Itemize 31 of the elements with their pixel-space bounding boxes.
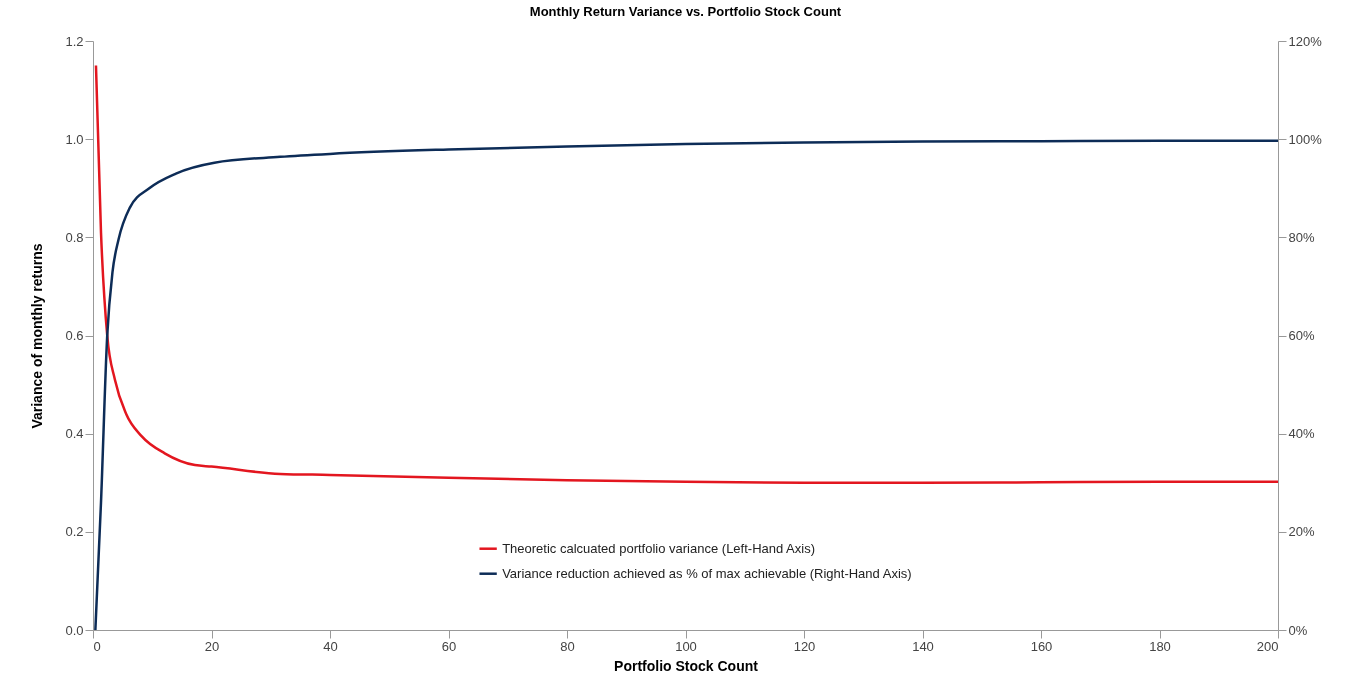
y-tick-label: 0.8 [65,229,84,245]
y-tick-label: 0.4 [65,426,84,442]
x-tick-label: 160 [1030,638,1053,654]
x-tick-label: 20 [204,638,220,654]
y-axis-title: Variance of monthly returns [29,243,46,429]
legend-label: Theoretic calcuated portfolio variance (Left-Hand Axis) [502,540,816,556]
x-tick-label: 0 [93,638,101,654]
x-tick-label: 180 [1149,638,1171,654]
y2-tick-label: 60% [1288,328,1315,343]
x-tick-label: 80 [560,638,575,654]
x-tick-label: 120 [793,638,816,654]
y-tick-label: 0.0 [65,622,84,638]
legend-label: Variance reduction achieved as % of max achievable (Right-Hand Axis) [502,565,912,581]
y2-tick-label: 40% [1288,426,1315,442]
y-tick-label: 1.2 [65,33,84,49]
x-tick-label: 40 [323,638,338,654]
y-tick-label: 0.2 [65,524,84,540]
x-tick-label: 200 [1256,638,1279,654]
x-tick-label: 100 [675,638,697,654]
y-tick-label: 0.6 [65,328,84,343]
x-tick-label: 140 [912,638,934,654]
y2-tick-label: 80% [1288,229,1315,245]
y2-tick-label: 20% [1288,524,1315,540]
chart-title: Monthly Return Variance vs. Portfolio Stock Count [529,4,842,19]
x-axis-title: Portfolio Stock Count [614,657,759,674]
y2-tick-label: 0% [1288,622,1308,638]
y2-tick-label: 100% [1288,131,1323,147]
x-tick-label: 60 [441,638,457,654]
line-series [94,64,1278,484]
y-tick-label: 1.0 [65,131,84,147]
y2-tick-label: 120% [1288,33,1323,49]
